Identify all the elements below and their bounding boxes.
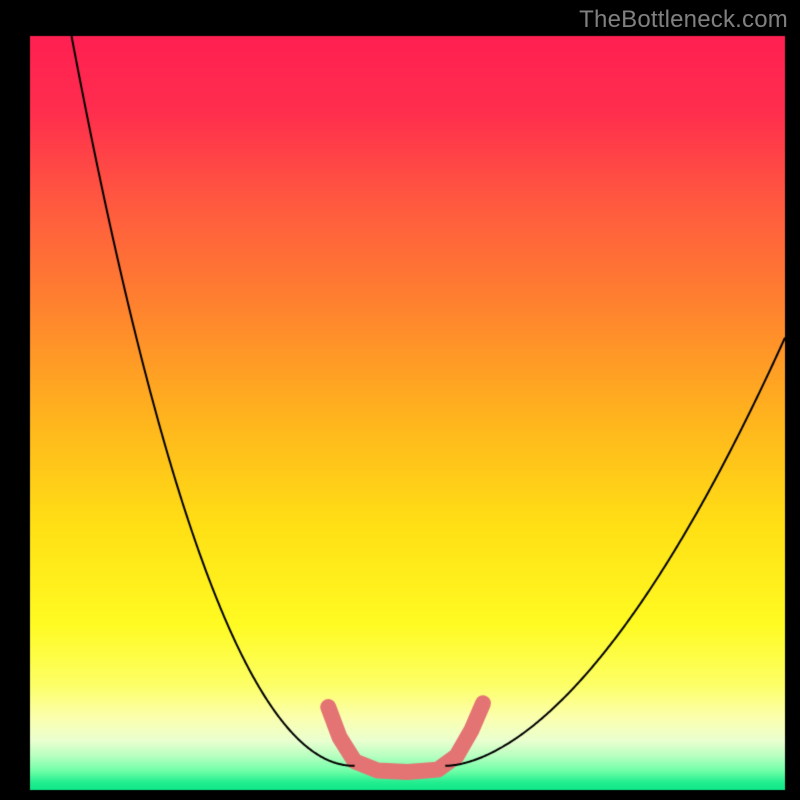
bottleneck-chart <box>0 0 800 800</box>
attribution-label: TheBottleneck.com <box>579 6 788 34</box>
